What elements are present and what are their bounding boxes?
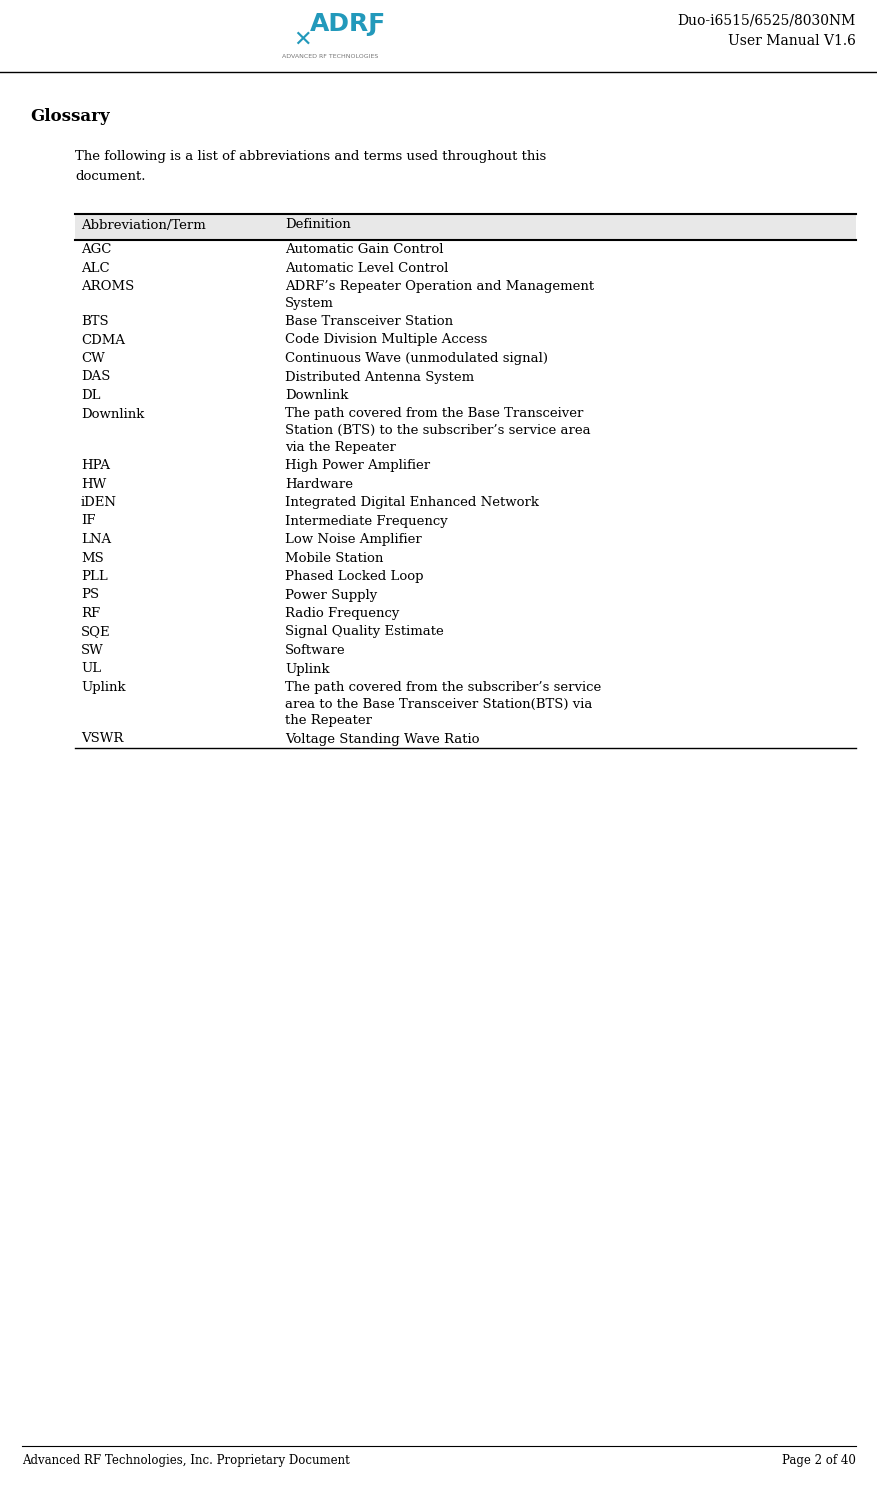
Text: Base Transceiver Station: Base Transceiver Station <box>285 315 453 327</box>
Bar <box>75 214 855 240</box>
Text: ADVANCED RF TECHNOLOGIES: ADVANCED RF TECHNOLOGIES <box>282 54 378 60</box>
Text: Software: Software <box>285 644 346 658</box>
Text: ✕: ✕ <box>292 30 311 51</box>
Text: HW: HW <box>81 478 106 491</box>
Text: Glossary: Glossary <box>30 109 110 125</box>
Text: AGC: AGC <box>81 243 111 256</box>
Text: ALC: ALC <box>81 262 110 274</box>
Text: MS: MS <box>81 552 103 564</box>
Text: LNA: LNA <box>81 533 111 546</box>
Text: AROMS: AROMS <box>81 280 134 293</box>
Text: Low Noise Amplifier: Low Noise Amplifier <box>285 533 421 546</box>
Text: Voltage Standing Wave Ratio: Voltage Standing Wave Ratio <box>285 732 479 745</box>
Text: BTS: BTS <box>81 315 109 327</box>
Text: Definition: Definition <box>285 219 350 232</box>
Text: Automatic Level Control: Automatic Level Control <box>285 262 448 274</box>
Text: Automatic Gain Control: Automatic Gain Control <box>285 243 443 256</box>
Text: Station (BTS) to the subscriber’s service area: Station (BTS) to the subscriber’s servic… <box>285 424 590 437</box>
Text: Code Division Multiple Access: Code Division Multiple Access <box>285 333 487 347</box>
Text: Mobile Station: Mobile Station <box>285 552 383 564</box>
Text: Signal Quality Estimate: Signal Quality Estimate <box>285 625 443 638</box>
Text: The following is a list of abbreviations and terms used throughout this: The following is a list of abbreviations… <box>75 150 545 164</box>
Text: High Power Amplifier: High Power Amplifier <box>285 458 430 472</box>
Text: Distributed Antenna System: Distributed Antenna System <box>285 371 474 384</box>
Text: User Manual V1.6: User Manual V1.6 <box>727 34 855 48</box>
Text: HPA: HPA <box>81 458 110 472</box>
Text: System: System <box>285 296 333 310</box>
Text: Downlink: Downlink <box>81 408 144 421</box>
Text: Page 2 of 40: Page 2 of 40 <box>781 1454 855 1467</box>
Text: Continuous Wave (unmodulated signal): Continuous Wave (unmodulated signal) <box>285 353 547 365</box>
Text: IF: IF <box>81 515 96 528</box>
Text: UL: UL <box>81 662 101 676</box>
Text: The path covered from the subscriber’s service: The path covered from the subscriber’s s… <box>285 682 601 693</box>
Text: Phased Locked Loop: Phased Locked Loop <box>285 570 423 583</box>
Text: CDMA: CDMA <box>81 333 125 347</box>
Text: RF: RF <box>81 607 100 620</box>
Text: document.: document. <box>75 170 146 183</box>
Text: Advanced RF Technologies, Inc. Proprietary Document: Advanced RF Technologies, Inc. Proprieta… <box>22 1454 349 1467</box>
Text: ADRƑ: ADRƑ <box>310 12 386 36</box>
Text: Integrated Digital Enhanced Network: Integrated Digital Enhanced Network <box>285 496 538 509</box>
Text: PS: PS <box>81 588 99 601</box>
Text: Intermediate Frequency: Intermediate Frequency <box>285 515 447 528</box>
Text: PLL: PLL <box>81 570 108 583</box>
Text: iDEN: iDEN <box>81 496 117 509</box>
Text: Hardware: Hardware <box>285 478 353 491</box>
Text: The path covered from the Base Transceiver: The path covered from the Base Transceiv… <box>285 408 582 421</box>
Text: DAS: DAS <box>81 371 111 384</box>
Text: area to the Base Transceiver Station(BTS) via: area to the Base Transceiver Station(BTS… <box>285 698 592 710</box>
Text: Duo-i6515/6525/8030NM: Duo-i6515/6525/8030NM <box>677 13 855 28</box>
Text: Radio Frequency: Radio Frequency <box>285 607 399 620</box>
Text: via the Repeater: via the Repeater <box>285 440 396 454</box>
Text: VSWR: VSWR <box>81 732 124 745</box>
Text: Uplink: Uplink <box>285 662 329 676</box>
Text: Abbreviation/Term: Abbreviation/Term <box>81 219 205 232</box>
Text: Power Supply: Power Supply <box>285 588 377 601</box>
Text: the Repeater: the Repeater <box>285 714 372 728</box>
Text: ADRF’s Repeater Operation and Management: ADRF’s Repeater Operation and Management <box>285 280 594 293</box>
Text: SQE: SQE <box>81 625 111 638</box>
Text: SW: SW <box>81 644 103 658</box>
Text: CW: CW <box>81 353 104 365</box>
Text: Uplink: Uplink <box>81 682 125 693</box>
Text: DL: DL <box>81 388 100 402</box>
Text: Downlink: Downlink <box>285 388 348 402</box>
